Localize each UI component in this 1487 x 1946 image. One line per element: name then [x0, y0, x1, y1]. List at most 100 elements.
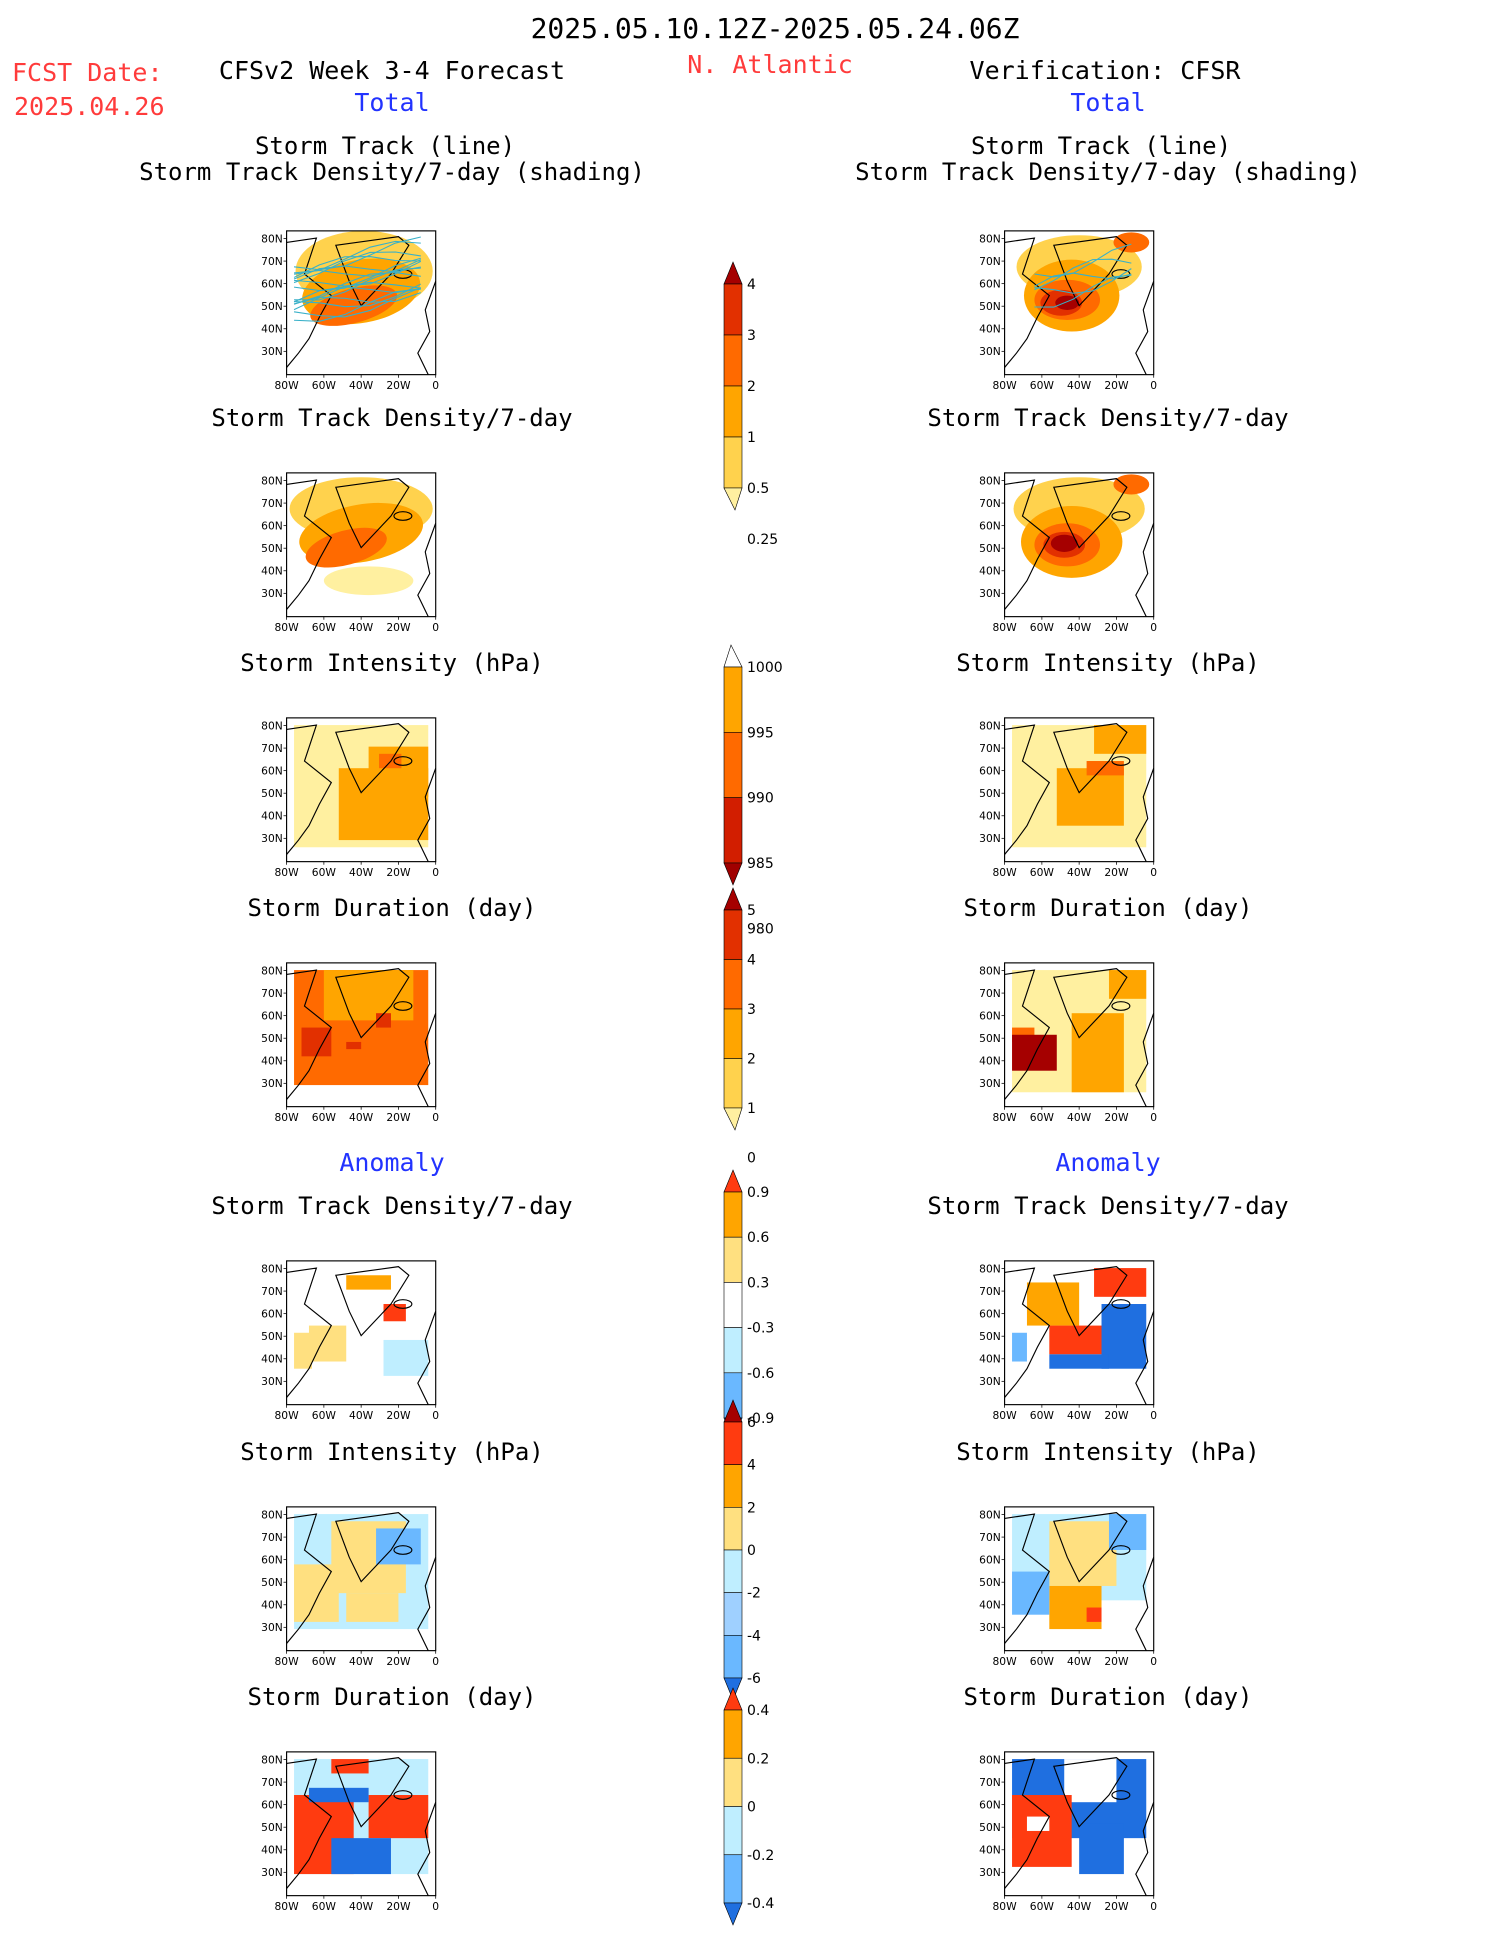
colorbar-swatch: [723, 334, 743, 387]
lat-tick-label: 40N: [261, 810, 283, 823]
colorbar-swatch: [723, 1507, 743, 1551]
colorbar-swatch: [723, 487, 743, 511]
colorbar-label: 2: [747, 1500, 756, 1516]
lon-tick-label: 60W: [1030, 1409, 1055, 1422]
panel-title-density-left: Storm Track Density/7-day: [211, 404, 573, 432]
lon-tick-label: 0: [1150, 379, 1157, 392]
lat-tick-label: 70N: [261, 255, 283, 268]
storm-track-line: [1034, 268, 1132, 294]
shading-area: [1113, 474, 1150, 495]
lon-tick-label: 80W: [275, 1655, 300, 1668]
lon-tick-label: 40W: [349, 866, 374, 879]
colorbar-label: 4: [747, 277, 756, 293]
colorbar-label: -4: [747, 1628, 761, 1644]
colorbar-label: 0.4: [747, 1703, 769, 1719]
colorbar-swatch: [723, 1399, 743, 1423]
lon-tick-label: 60W: [1030, 866, 1055, 879]
lon-tick-label: 40W: [349, 379, 374, 392]
map-svg: 80N 70N 60N 50N 40N 30N 80W 60W 40W 20W 0: [261, 1751, 439, 1913]
forecast-period: 2025.05.10.12Z-2025.05.24.06Z: [530, 12, 1020, 45]
europe-coastline: [1135, 1013, 1154, 1107]
north-america-coastline: [286, 1513, 333, 1644]
map-panel-intensity-anom-right: 80N 70N 60N 50N 40N 30N 80W 60W 40W 20W 0: [979, 1481, 1169, 1701]
lat-tick-label: 80N: [261, 964, 283, 977]
greenland-coastline: [335, 1266, 410, 1337]
shading-cell: [376, 1013, 391, 1028]
colorbar-density-anom: 0.9 0.6 0.3 -0.3 -0.6 -0.9: [723, 1169, 804, 1441]
lat-tick-label: 50N: [261, 1821, 283, 1834]
map-svg: 80N 70N 60N 50N 40N 30N 80W 60W 40W 20W 0: [979, 472, 1157, 634]
map-panel-density-left: 80N 70N 60N 50N 40N 30N 80W 60W 40W 20W 0: [261, 447, 451, 667]
colorbar-swatch: [723, 666, 743, 733]
lat-tick-label: 50N: [979, 1821, 1001, 1834]
lat-tick-label: 30N: [979, 1077, 1001, 1090]
lon-tick-label: 0: [1150, 866, 1157, 879]
map-frame: [1004, 472, 1155, 618]
panel-title-intensity-anom-right: Storm Intensity (hPa): [956, 1438, 1260, 1466]
greenland-coastline: [335, 478, 410, 549]
europe-coastline: [417, 1013, 436, 1107]
map-svg: 80N 70N 60N 50N 40N 30N 80W 60W 40W 20W 0: [261, 472, 439, 634]
europe-coastline: [1135, 1557, 1154, 1651]
lat-tick-label: 50N: [979, 300, 1001, 313]
iceland-coastline: [1111, 1299, 1131, 1309]
north-america-coastline: [1004, 479, 1051, 610]
storm-track-line: [293, 272, 421, 305]
lon-tick-label: 80W: [275, 621, 300, 634]
lon-tick-label: 80W: [993, 866, 1018, 879]
colorbar-swatch: [723, 1635, 743, 1679]
shading-cell: [1012, 1332, 1027, 1362]
panel-title-duration-anom-left: Storm Duration (day): [247, 1683, 537, 1711]
colorbar-label: 0.9: [747, 1185, 769, 1201]
lat-tick-label: 30N: [979, 587, 1001, 600]
panel-title-track-left-1: Storm Track (line): [254, 132, 516, 160]
shading-cell: [1064, 1759, 1117, 1803]
lon-tick-label: 80W: [993, 379, 1018, 392]
colorbar-label: -0.4: [747, 1896, 774, 1912]
verification-title: Verification: CFSR: [969, 56, 1241, 85]
map-frame: [286, 717, 437, 863]
colorbar-duration-total: 5 4 3 2 1 0: [723, 887, 804, 1167]
lat-tick-label: 40N: [979, 810, 1001, 823]
colorbar-swatch: [723, 436, 743, 489]
map-panel-density-anom-left: 80N 70N 60N 50N 40N 30N 80W 60W 40W 20W 0: [261, 1235, 451, 1455]
map-panel-intensity-right: 80N 70N 60N 50N 40N 30N 80W 60W 40W 20W 0: [979, 692, 1169, 912]
colorbar-label: 4: [747, 1458, 756, 1474]
lat-tick-label: 50N: [261, 1330, 283, 1343]
europe-coastline: [417, 281, 436, 375]
colorbar-label: -0.2: [747, 1848, 774, 1864]
storm-track-line: [1034, 274, 1132, 308]
colorbar-label: 6: [747, 1415, 756, 1431]
lat-tick-label: 80N: [979, 232, 1001, 245]
shading-cell: [1108, 970, 1147, 999]
colorbar-swatch: [723, 1687, 743, 1711]
lat-tick-label: 40N: [261, 1055, 283, 1068]
panel-title-intensity-left: Storm Intensity (hPa): [240, 649, 544, 677]
colorbar-swatch: [723, 959, 743, 1010]
map-svg: 80N 70N 60N 50N 40N 30N 80W 60W 40W 20W 0: [979, 1506, 1157, 1668]
lon-tick-label: 60W: [312, 1111, 337, 1124]
lat-tick-label: 60N: [261, 1307, 283, 1320]
lon-tick-label: 80W: [993, 1900, 1018, 1913]
map-panel-duration-anom-left: 80N 70N 60N 50N 40N 30N 80W 60W 40W 20W 0: [261, 1726, 451, 1946]
map-svg: 80N 70N 60N 50N 40N 30N 80W 60W 40W 20W 0: [261, 962, 439, 1124]
shading-cell: [1094, 1268, 1147, 1297]
lon-tick-label: 0: [432, 866, 439, 879]
map-panel-density-right: 80N 70N 60N 50N 40N 30N 80W 60W 40W 20W 0: [979, 447, 1169, 667]
map-frame: [1004, 717, 1155, 863]
map-svg: 80N 70N 60N 50N 40N 30N 80W 60W 40W 20W 0: [261, 230, 439, 392]
lat-tick-label: 50N: [261, 1032, 283, 1045]
lon-tick-label: 20W: [386, 1655, 411, 1668]
colorbar-duration-anom: 0.4 0.2 0 -0.2 -0.4: [723, 1687, 804, 1926]
map-svg: 80N 70N 60N 50N 40N 30N 80W 60W 40W 20W 0: [979, 717, 1157, 879]
colorbar-swatch: [723, 1107, 743, 1131]
lat-tick-label: 70N: [261, 497, 283, 510]
colorbar-swatch: [723, 1421, 743, 1465]
lon-tick-label: 0: [432, 1900, 439, 1913]
lat-tick-label: 80N: [261, 474, 283, 487]
lon-tick-label: 40W: [1067, 379, 1092, 392]
lat-tick-label: 40N: [979, 565, 1001, 578]
colorbar-swatch: [723, 862, 743, 886]
europe-coastline: [1135, 281, 1154, 375]
map-svg: 80N 70N 60N 50N 40N 30N 80W 60W 40W 20W 0: [261, 1260, 439, 1422]
